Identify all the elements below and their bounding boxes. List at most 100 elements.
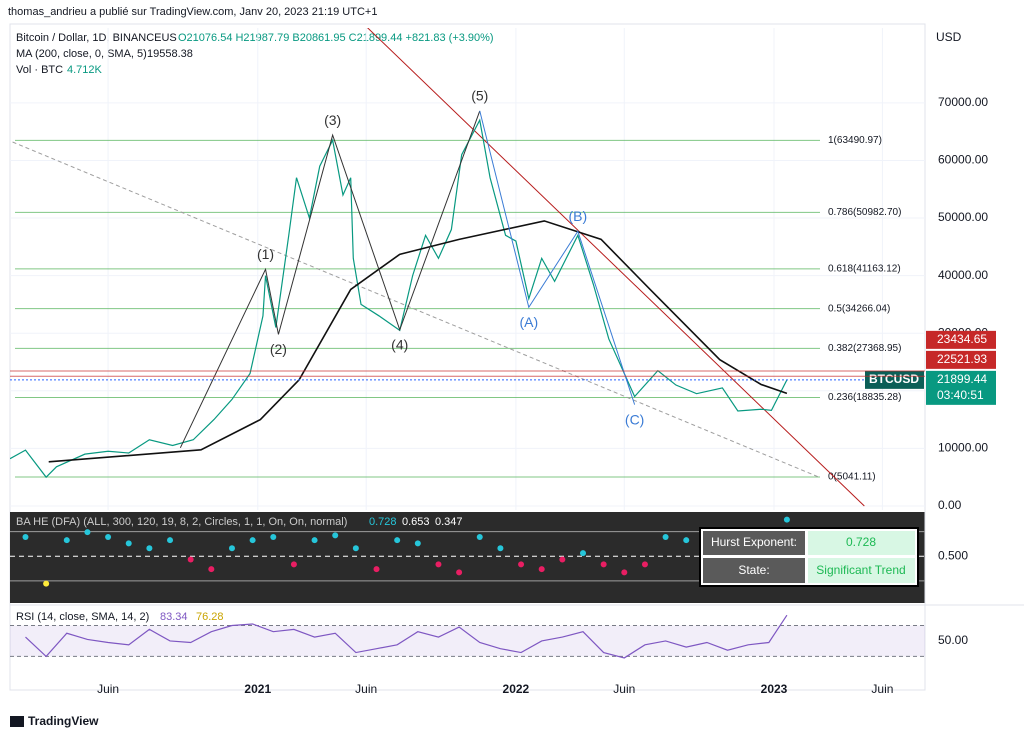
- wave-label: (2): [270, 341, 287, 357]
- x-tick-label: 2022: [503, 682, 530, 696]
- hurst-dot: [125, 540, 132, 547]
- table-cell: [703, 558, 805, 583]
- trendline: [367, 28, 865, 507]
- hurst-dot: [518, 561, 525, 568]
- y-tick-label: 40000.00: [938, 268, 988, 282]
- y-tick-label: 0.00: [938, 498, 962, 512]
- hurst-dot: [105, 533, 112, 540]
- symbol-tag: [865, 370, 924, 389]
- y-tick-label: 50000.00: [938, 210, 988, 224]
- symbol-title: Bitcoin / Dollar, 1D, BINANCEUS: [16, 32, 177, 44]
- hurst-dot: [249, 537, 256, 544]
- x-tick-label: Juin: [97, 682, 119, 696]
- hurst-dot: [641, 561, 648, 568]
- x-tick-label: Juin: [871, 682, 893, 696]
- wave-label: (B): [569, 208, 588, 224]
- hurst-dot: [683, 537, 690, 544]
- hurst-dot: [662, 533, 669, 540]
- rsi-value: 83.34: [160, 611, 188, 623]
- last-price: 21899.44: [937, 372, 987, 386]
- hurst-dot: [497, 545, 504, 552]
- hurst-dot: [580, 550, 587, 557]
- price-label-box: [926, 330, 996, 349]
- vol-value: 4.712K: [67, 64, 103, 76]
- hurst-upper: 0.653: [402, 516, 430, 528]
- y-tick-label: 50.00: [938, 633, 968, 647]
- hurst-dot: [600, 561, 607, 568]
- hurst-dot: [414, 540, 421, 547]
- axis-unit: USD: [936, 30, 962, 44]
- y-tick-label: 60000.00: [938, 153, 988, 167]
- ohlc: O21076.54 H21987.79 B20861.95 C21899.44 …: [178, 32, 494, 44]
- hurst-value: 0.728: [369, 516, 397, 528]
- state-value: Significant Trend: [816, 563, 905, 577]
- hurst-dot: [311, 537, 318, 544]
- hurst-dot: [290, 561, 297, 568]
- moving-average: [48, 220, 788, 463]
- brand-logo: [10, 716, 24, 727]
- symbol-tag-text: BTCUSD: [869, 372, 919, 386]
- hurst-dot: [373, 566, 380, 573]
- hurst-dot: [187, 556, 194, 563]
- fib-label: 0(5041.11): [828, 472, 876, 483]
- trendline: [12, 141, 821, 479]
- hurst-dot: [559, 556, 566, 563]
- hurst-dot: [352, 545, 359, 552]
- rsi-title: RSI (14, close, SMA, 14, 2): [16, 611, 149, 623]
- hurst-dot: [208, 566, 215, 573]
- wave-label: (1): [257, 246, 274, 262]
- hurst-dot: [538, 566, 545, 573]
- hurst-dot: [783, 516, 790, 523]
- hurst-dot: [476, 533, 483, 540]
- exponent-label: Hurst Exponent:: [711, 535, 797, 549]
- hurst-dot: [228, 545, 235, 552]
- wave-label: (5): [471, 88, 488, 104]
- last-price-box: [926, 370, 996, 405]
- rsi-line: [25, 614, 788, 659]
- hurst-dot: [270, 533, 277, 540]
- price-label-box: [926, 350, 996, 369]
- state-label: State:: [738, 563, 769, 577]
- countdown: 03:40:51: [937, 388, 984, 402]
- wave-label: (4): [391, 336, 408, 352]
- hurst-dot: [435, 561, 442, 568]
- rsi-ma-value: 76.28: [196, 611, 224, 623]
- price-label: 23434.65: [937, 332, 987, 346]
- hurst-dot: [167, 537, 174, 544]
- y-tick-label: 0.500: [938, 548, 968, 562]
- vol-label: Vol · BTC: [16, 64, 63, 76]
- hurst-lower: 0.347: [435, 516, 463, 528]
- wave-line: [179, 110, 481, 449]
- exponent-value: 0.728: [846, 535, 876, 549]
- fib-label: 0.236(18835.28): [828, 392, 901, 403]
- x-tick-label: 2021: [244, 682, 271, 696]
- hurst-dot: [456, 569, 463, 576]
- x-tick-label: Juin: [355, 682, 377, 696]
- fib-label: 0.5(34266.04): [828, 303, 890, 314]
- brand: TradingView: [28, 714, 99, 728]
- y-tick-label: 10000.00: [938, 441, 988, 455]
- wave-label: (A): [519, 314, 538, 330]
- fib-label: 0.618(41163.12): [828, 264, 901, 275]
- publisher: thomas_andrieu a publié sur TradingView.…: [8, 6, 377, 18]
- price-label: 22521.93: [937, 352, 987, 366]
- hurst-dot: [394, 537, 401, 544]
- table-cell: [808, 531, 915, 555]
- table-cell: [703, 531, 805, 555]
- hurst-dot: [146, 545, 153, 552]
- hurst-dot: [332, 532, 339, 539]
- ma-label: MA (200, close, 0, SMA, 5): [16, 48, 147, 60]
- hurst-dot: [621, 569, 628, 576]
- hurst-title: BA HE (DFA) (ALL, 300, 120, 19, 8, 2, Ci…: [16, 516, 347, 528]
- fib-label: 0.382(27368.95): [828, 343, 901, 354]
- wave-label: (3): [324, 112, 341, 128]
- table-cell: [808, 558, 915, 583]
- y-tick-label: 70000.00: [938, 95, 988, 109]
- hurst-dot: [43, 580, 50, 587]
- fib-label: 0.786(50982.70): [828, 207, 901, 218]
- hurst-dot: [84, 529, 91, 536]
- legend: Bitcoin / Dollar, 1D, BINANCEUS O21076.5…: [16, 32, 494, 76]
- x-tick-label: 2023: [761, 682, 788, 696]
